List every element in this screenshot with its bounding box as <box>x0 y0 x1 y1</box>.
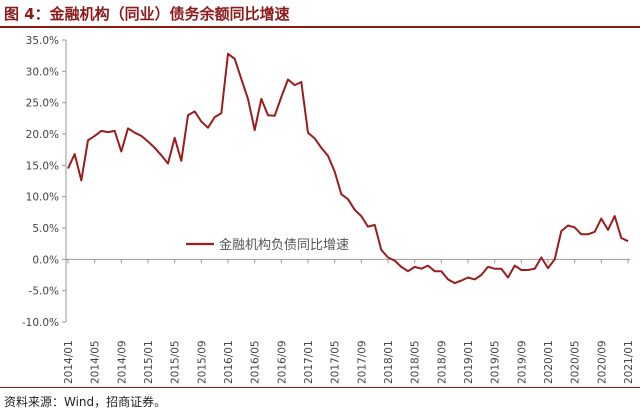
y-tick-label: 30.0% <box>26 66 59 78</box>
figure-title: 图 4：金融机构（同业）债务余额同比增速 <box>4 5 290 23</box>
x-tick-label: 2015/01 <box>143 340 155 384</box>
x-tick-label: 2015/05 <box>170 340 182 384</box>
x-tick-label: 2016/05 <box>250 340 262 384</box>
y-tick-label: -10.0% <box>22 317 59 329</box>
y-tick-label: 0.0% <box>32 254 59 266</box>
bottom-rule <box>0 387 640 388</box>
x-tick-label: 2018/09 <box>436 340 448 384</box>
legend: 金融机构负债同比增速 <box>186 237 349 253</box>
x-tick-label: 2018/05 <box>410 340 422 384</box>
x-tick-label: 2020/01 <box>543 340 555 384</box>
x-tick-label: 2020/09 <box>596 340 608 384</box>
y-tick-label: 20.0% <box>26 129 59 141</box>
x-tick-label: 2017/09 <box>356 340 368 384</box>
y-tick-label: 35.0% <box>26 35 59 47</box>
y-tick-label: 25.0% <box>26 98 59 110</box>
series-layer <box>67 52 629 285</box>
x-tick-label: 2014/05 <box>90 340 102 384</box>
x-tick-label: 2019/05 <box>490 340 502 384</box>
y-tick-label: 5.0% <box>32 223 59 235</box>
x-tick-label: 2018/01 <box>383 340 395 384</box>
y-axis: -10.0% -5.0% 0.0% 5.0% 10.0% 15.0% 20.0% 25.0% 3… <box>22 35 67 329</box>
y-tick-label: -5.0% <box>29 286 59 298</box>
y-tick-label: 10.0% <box>26 192 59 204</box>
title-rule <box>0 26 640 28</box>
x-tick-label: 2016/01 <box>223 340 235 384</box>
x-tick-label: 2020/05 <box>570 340 582 384</box>
x-tick-label: 2015/09 <box>196 340 208 384</box>
x-tick-label: 2017/05 <box>330 340 342 384</box>
x-tick-label: 2019/01 <box>463 340 475 384</box>
y-tick-label: 15.0% <box>26 160 59 172</box>
x-tick-label: 2014/09 <box>116 340 128 384</box>
x-tick-label: 2017/01 <box>303 340 315 384</box>
legend-label: 金融机构负债同比增速 <box>219 237 349 253</box>
x-tick-label: 2019/09 <box>516 340 528 384</box>
x-tick-label: 2021/01 <box>623 340 635 384</box>
series-line <box>67 52 629 285</box>
x-tick-label: 2014/01 <box>63 340 75 384</box>
x-tick-label: 2016/09 <box>276 340 288 384</box>
source-note: 资料来源：Wind，招商证券。 <box>4 395 167 409</box>
x-axis: 2014/01 2014/05 2014/09 2015/01 2015/05 2015/… <box>63 258 635 384</box>
